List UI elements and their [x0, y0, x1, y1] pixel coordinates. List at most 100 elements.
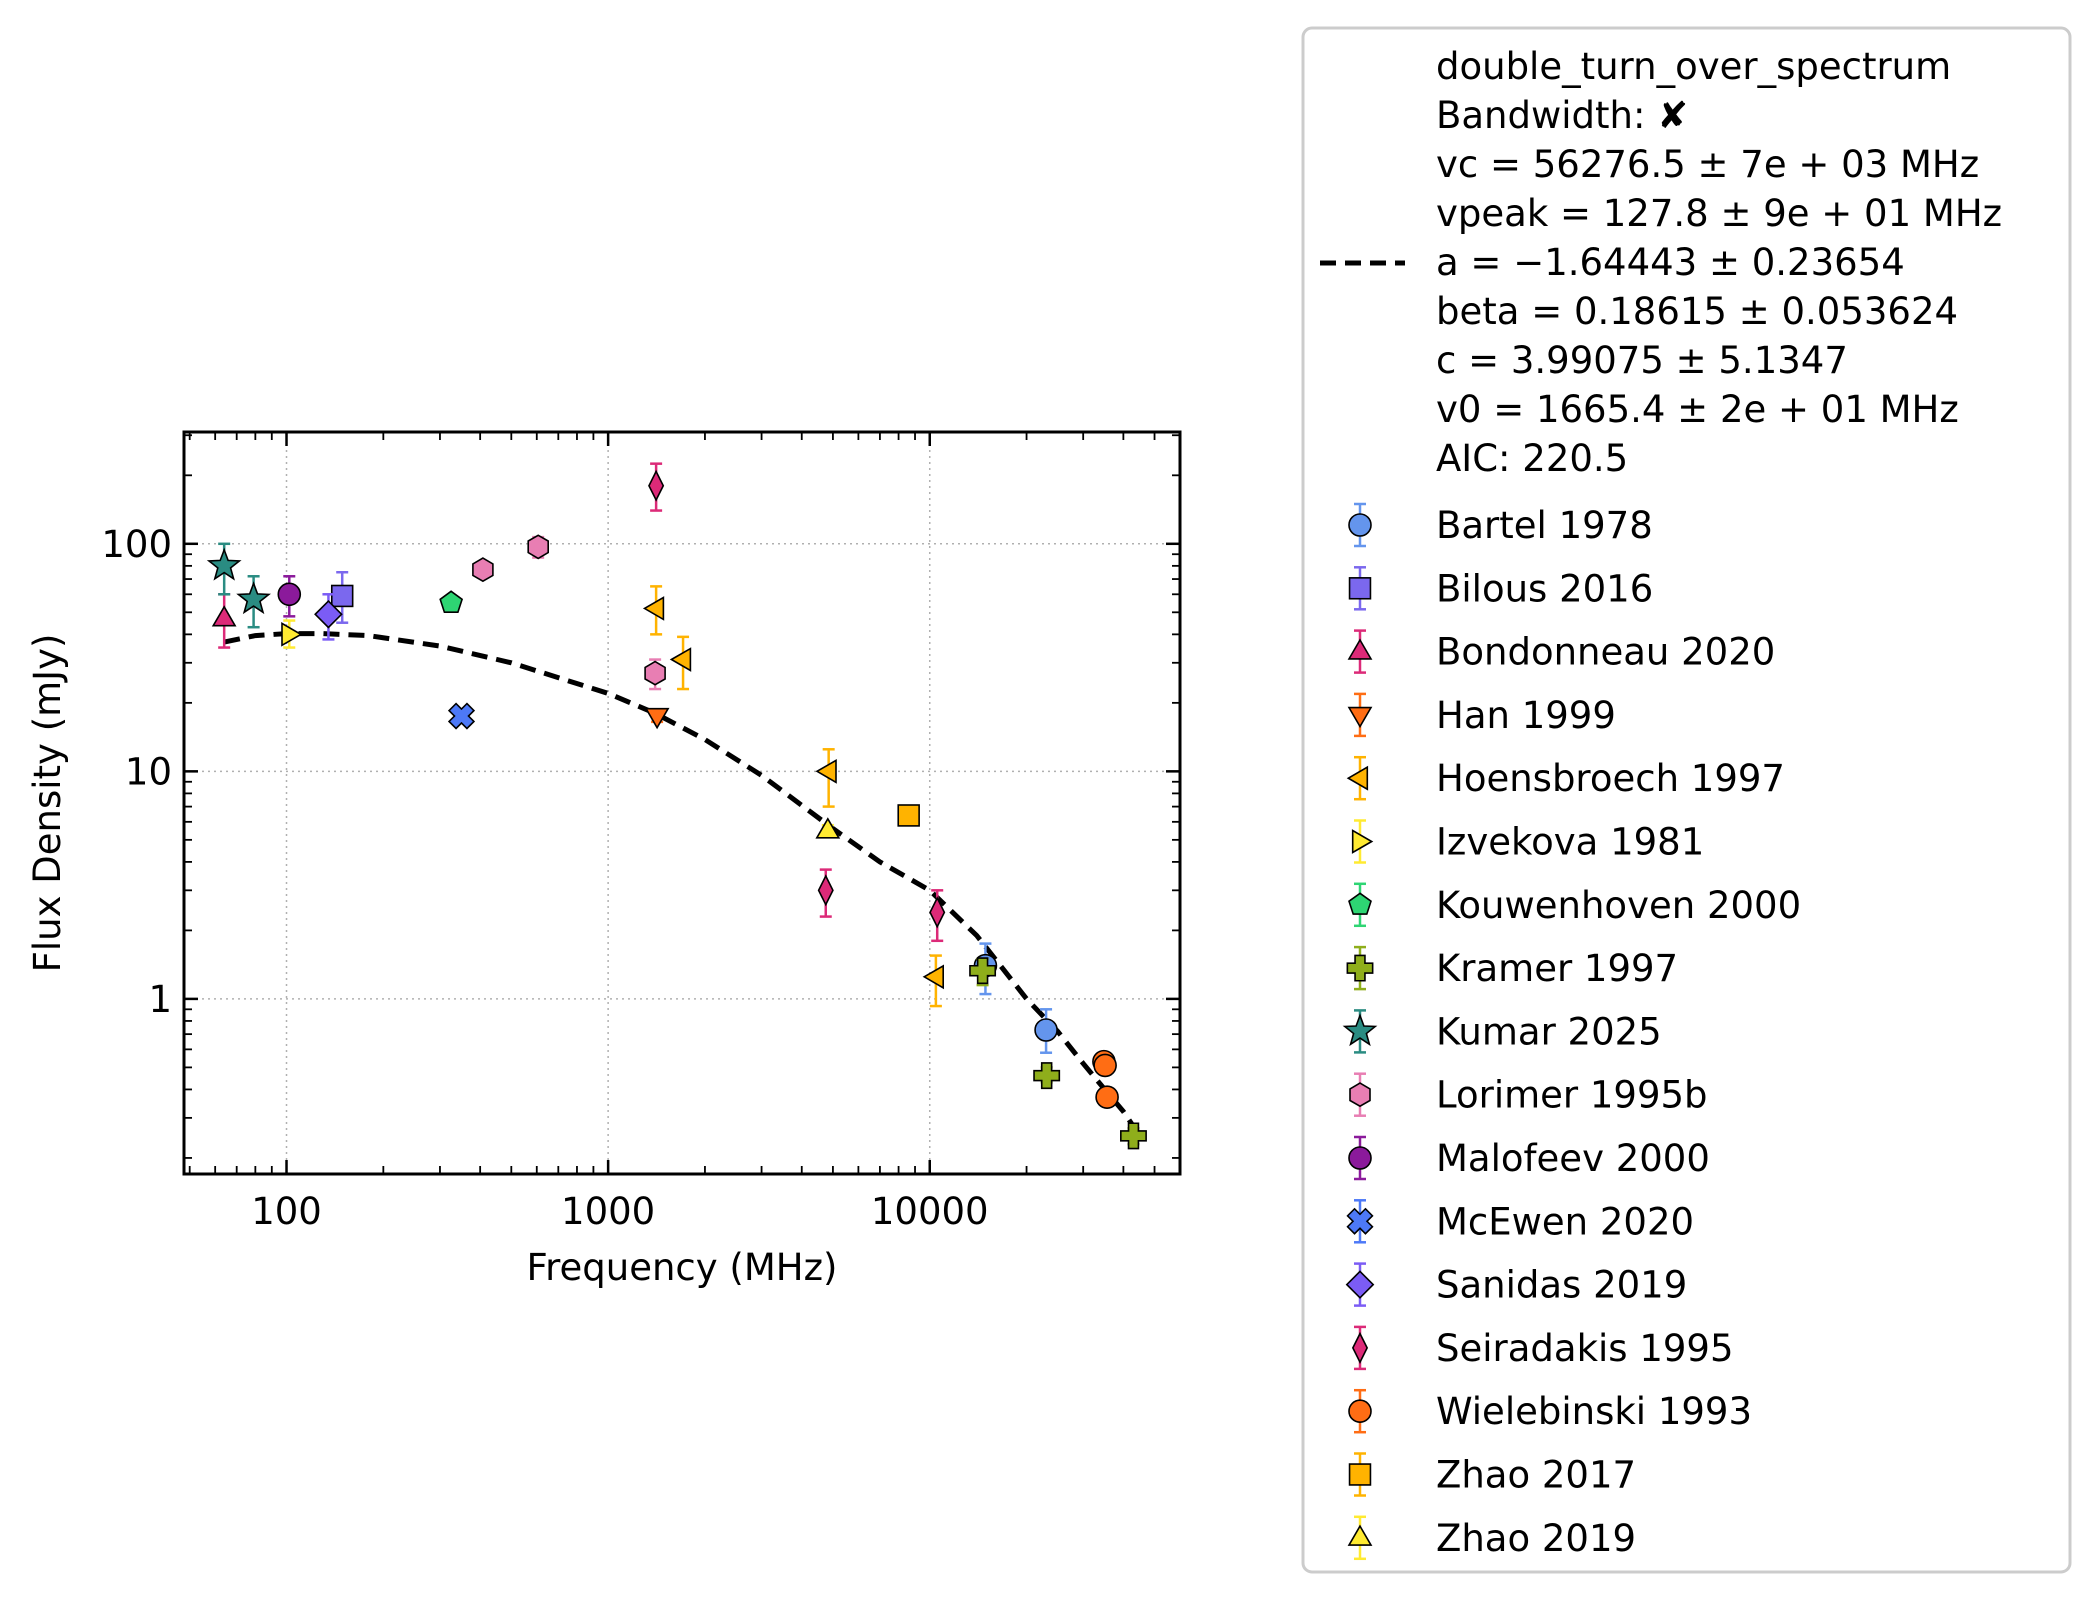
point-marker: [815, 759, 837, 784]
point-marker: [669, 647, 692, 672]
plot-frame: [182, 430, 1182, 1176]
data-point: [439, 590, 464, 614]
legend-marker: [1348, 1146, 1372, 1170]
data-point: [929, 889, 946, 943]
legend-item: Kumar 2025: [1342, 1009, 1662, 1054]
legend-item: Sanidas 2019: [1345, 1262, 1687, 1307]
point-marker: [648, 469, 665, 502]
legend-marker: [1345, 1270, 1375, 1299]
y-tick-label: 10: [125, 750, 172, 793]
legend-label: Kouwenhoven 2000: [1436, 884, 1801, 927]
legend-label: Bilous 2016: [1436, 567, 1653, 610]
point-marker: [447, 702, 476, 730]
legend-fit-line: AIC: 220.5: [1436, 437, 1628, 480]
data-point: [1034, 1008, 1058, 1054]
point-marker: [897, 804, 920, 827]
legend-fit-line: v0 = 1665.4 ± 2e + 01 MHz: [1436, 388, 1959, 431]
legend-fit-line: vpeak = 127.8 ± 9e + 01 MHz: [1436, 192, 2002, 235]
y-axis-label: Flux Density (mJy): [26, 634, 69, 973]
data-point: [206, 542, 242, 596]
x-axis-label: Frequency (MHz): [527, 1246, 838, 1289]
point-marker: [644, 707, 670, 730]
legend-fit-line: a = −1.64443 ± 0.23654: [1436, 241, 1905, 284]
point-marker: [314, 599, 343, 629]
y-tick-label: 1: [148, 978, 172, 1021]
legend-item: Zhao 2017: [1348, 1452, 1636, 1497]
x-tick-label: 100: [251, 1190, 322, 1233]
legend-marker: [1348, 1399, 1372, 1423]
data-point: [817, 868, 834, 918]
point-marker: [815, 817, 841, 839]
legend-box: [1301, 26, 2072, 1574]
point-marker: [969, 957, 997, 985]
legend-marker: [1349, 1082, 1371, 1108]
data-points: [206, 462, 1147, 1150]
data-point: [1033, 1062, 1061, 1090]
legend-label: Seiradakis 1995: [1436, 1327, 1733, 1370]
legend-label: Zhao 2019: [1436, 1517, 1636, 1560]
legend-item: Seiradakis 1995: [1351, 1325, 1733, 1371]
point-marker: [472, 557, 494, 583]
point-marker: [277, 582, 302, 607]
data-point: [1093, 1053, 1117, 1078]
legend-label: Lorimer 1995b: [1436, 1074, 1708, 1117]
point-marker: [1095, 1085, 1119, 1109]
point-marker: [206, 547, 242, 581]
legend-label: Sanidas 2019: [1436, 1264, 1687, 1307]
x-tick-label: 1000: [561, 1190, 655, 1233]
data-point: [281, 619, 303, 649]
point-marker: [1033, 1062, 1061, 1090]
legend-label: Hoensbroech 1997: [1436, 757, 1785, 800]
legend-item: Kouwenhoven 2000: [1348, 882, 1801, 928]
legend-label: Izvekova 1981: [1436, 821, 1704, 864]
data-point: [648, 462, 665, 512]
legend-item: Hoensbroech 1997: [1346, 755, 1785, 801]
legend-marker: [1347, 638, 1373, 660]
data-point: [669, 635, 692, 691]
legend-item: Lorimer 1995b: [1349, 1072, 1708, 1117]
legend-marker: [1346, 765, 1369, 791]
legend-item: Wielebinski 1993: [1348, 1388, 1752, 1434]
data-point: [922, 954, 945, 1008]
data-point: [1095, 1085, 1119, 1109]
legend-item: Malofeev 2000: [1348, 1135, 1710, 1181]
legend-label: McEwen 2020: [1436, 1200, 1694, 1243]
y-tick-label: 100: [101, 523, 172, 566]
legend-label: Malofeev 2000: [1436, 1137, 1710, 1180]
legend-marker: [1348, 577, 1372, 600]
point-marker: [1034, 1018, 1058, 1042]
legend-item: Bartel 1978: [1348, 502, 1653, 548]
data-point: [330, 570, 354, 624]
legend-label: Bondonneau 2020: [1436, 631, 1775, 674]
point-marker: [281, 622, 303, 647]
legend-fit-line: Bandwidth: ✘: [1436, 94, 1688, 137]
legend-label: Han 1999: [1436, 694, 1616, 737]
point-marker: [922, 964, 945, 990]
legend-label: Wielebinski 1993: [1436, 1390, 1752, 1433]
legend-marker: [1348, 892, 1372, 915]
data-point: [644, 658, 666, 691]
data-point: [314, 593, 343, 641]
point-marker: [1093, 1053, 1117, 1078]
point-marker: [439, 590, 464, 614]
point-marker: [929, 896, 946, 929]
data-point: [1120, 1122, 1147, 1150]
legend-marker: [1347, 1524, 1373, 1546]
legend-fit-line: double_turn_over_spectrum: [1436, 45, 1951, 88]
data-point: [447, 702, 476, 730]
legend-fit-line: c = 3.99075 ± 5.1347: [1436, 339, 1848, 382]
data-point: [472, 557, 494, 583]
legend-marker: [1348, 1463, 1372, 1486]
data-point: [815, 817, 841, 839]
data-point: [211, 593, 237, 649]
fit-curve: [223, 631, 1142, 1138]
data-point: [527, 534, 550, 560]
legend-marker: [1342, 1013, 1378, 1047]
grid-lines: [184, 432, 1180, 1174]
legend-fit-line: vc = 56276.5 ± 7e + 03 MHz: [1436, 143, 1979, 186]
data-point: [277, 575, 302, 618]
legend-item: Zhao 2019: [1347, 1515, 1636, 1561]
legend-marker: [1347, 706, 1373, 729]
point-marker: [236, 581, 271, 615]
